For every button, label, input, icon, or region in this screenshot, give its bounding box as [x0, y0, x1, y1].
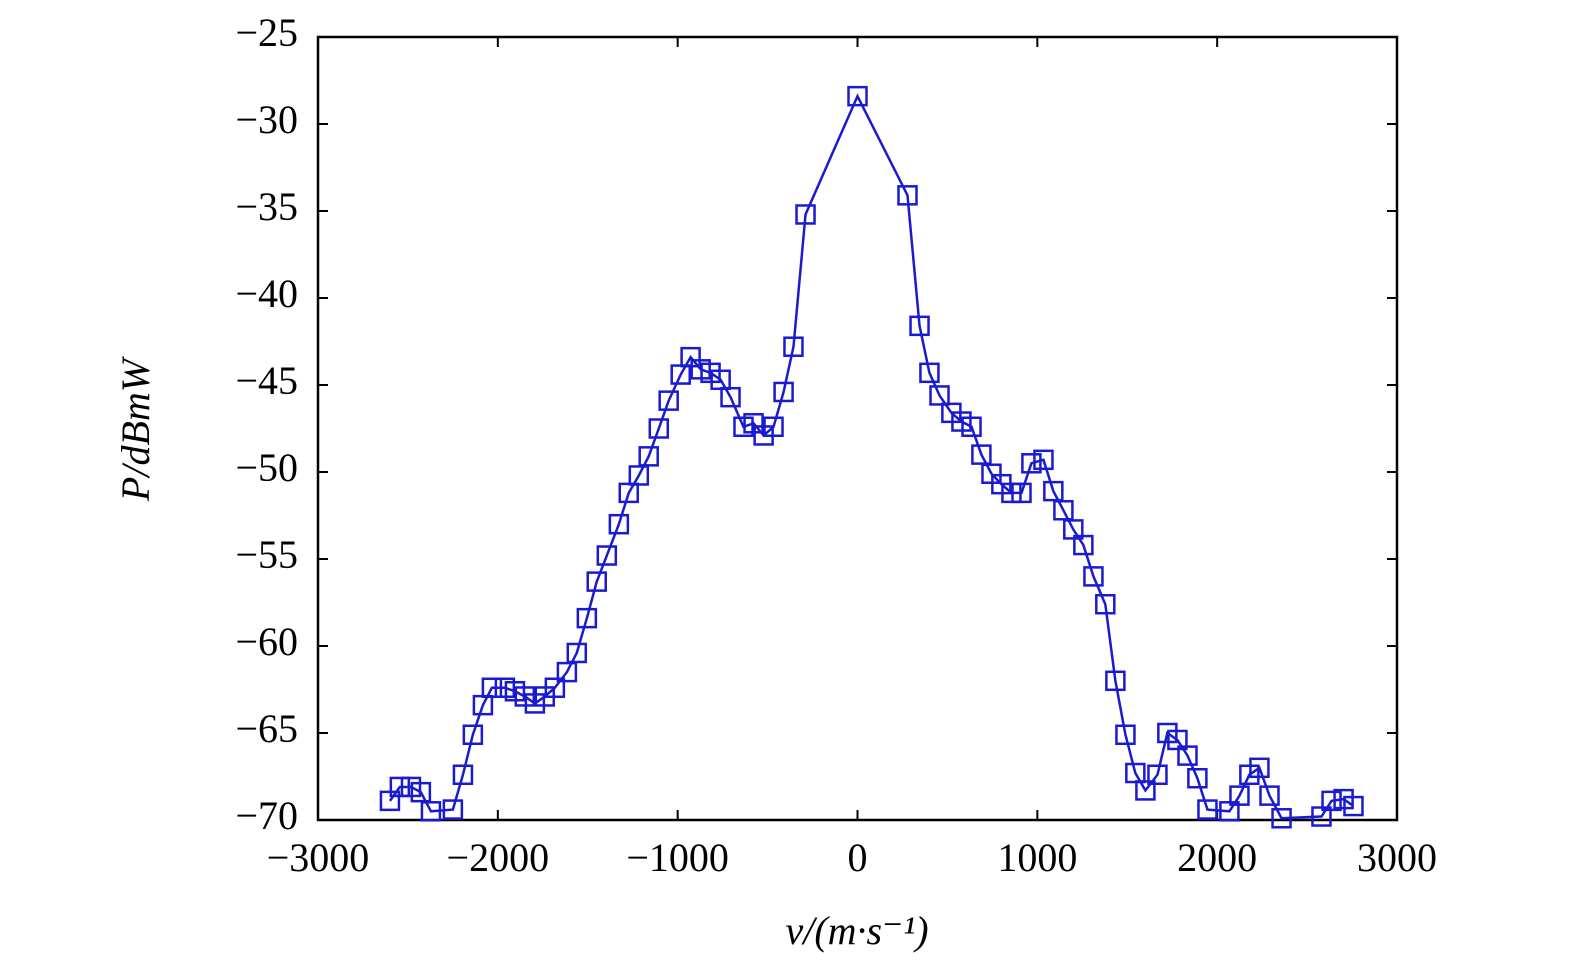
marker	[919, 362, 940, 384]
marker	[1229, 785, 1250, 806]
marker	[1033, 449, 1054, 471]
marker	[847, 85, 868, 107]
marker	[420, 801, 442, 822]
marker	[1197, 799, 1218, 820]
marker	[961, 416, 982, 438]
marker	[909, 315, 930, 337]
y-tick-label: −45	[235, 358, 298, 403]
marker	[763, 416, 784, 438]
y-tick-label: −55	[235, 532, 298, 577]
marker	[1259, 785, 1280, 806]
marker	[566, 642, 588, 664]
marker	[1011, 482, 1032, 504]
x-tick-label: 2000	[1177, 835, 1257, 880]
plot-frame	[316, 35, 1399, 822]
marker	[1073, 534, 1094, 556]
y-tick-label: −25	[235, 10, 298, 55]
marker	[1177, 745, 1198, 766]
y-tick-label: −50	[235, 445, 298, 490]
x-tick-label: −3000	[267, 835, 370, 880]
x-tick-label: −2000	[447, 835, 550, 880]
marker	[1343, 795, 1364, 817]
y-axis-label: P/dBmW	[113, 355, 158, 502]
marker	[596, 545, 618, 566]
marker	[897, 185, 918, 206]
marker	[795, 204, 816, 225]
y-tick-label: −30	[235, 97, 298, 142]
marker	[1135, 780, 1156, 801]
y-tick-label: −65	[235, 706, 298, 751]
marker	[576, 607, 598, 629]
marker	[773, 381, 794, 403]
marker	[1083, 566, 1104, 587]
marker	[1321, 790, 1342, 812]
marker	[452, 764, 474, 786]
x-tick-label: 1000	[997, 835, 1077, 880]
x-tick-label: 0	[848, 835, 868, 880]
x-tick-label: −1000	[626, 835, 729, 880]
y-tick-label: −40	[235, 271, 298, 316]
marker	[1021, 453, 1042, 474]
marker	[1187, 767, 1208, 789]
marker	[1147, 764, 1168, 786]
marker	[462, 724, 484, 745]
marker	[586, 571, 607, 592]
marker	[648, 418, 670, 439]
marker	[658, 390, 679, 411]
marker	[1249, 757, 1270, 779]
y-tick-label: −70	[235, 793, 298, 838]
marker	[481, 677, 503, 699]
marker	[389, 776, 411, 798]
marker	[720, 386, 741, 408]
marker	[1095, 593, 1116, 615]
marker	[544, 677, 566, 699]
marker	[1115, 724, 1136, 745]
marker	[638, 446, 659, 467]
x-axis-label: v/(m·s⁻¹)	[785, 908, 928, 953]
series-line	[388, 93, 1355, 820]
y-tick-label: −60	[235, 619, 298, 664]
marker	[1271, 808, 1292, 829]
marker	[929, 385, 950, 406]
marker	[608, 513, 630, 535]
x-tick-label: 3000	[1357, 835, 1437, 880]
marker	[783, 336, 804, 357]
y-tick-label: −35	[235, 184, 298, 229]
marker	[442, 799, 464, 820]
marker	[1105, 670, 1126, 692]
